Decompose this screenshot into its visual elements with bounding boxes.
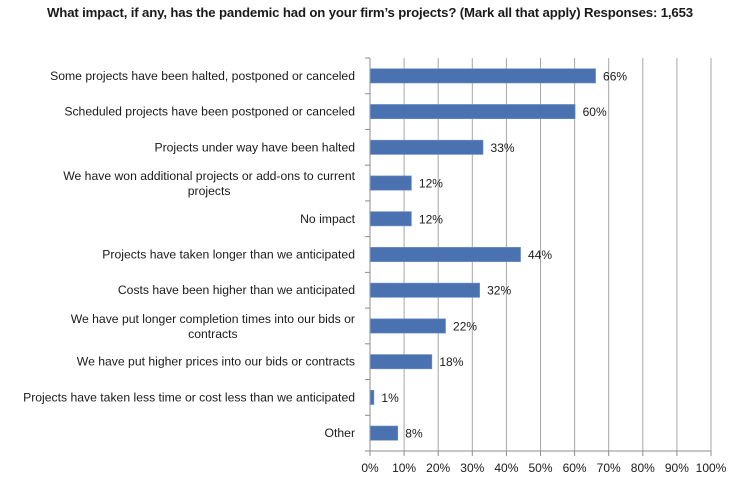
category-label: Other	[325, 426, 355, 440]
data-label: 22%	[453, 319, 477, 333]
data-label: 60%	[583, 105, 607, 119]
data-label: 12%	[419, 212, 443, 226]
bar	[370, 425, 399, 441]
data-label: 66%	[603, 69, 627, 83]
chart-title: What impact, if any, has the pandemic ha…	[47, 5, 693, 20]
bar	[370, 175, 412, 191]
bar	[370, 68, 596, 84]
category-label: We have put longer completion times into…	[71, 312, 355, 326]
bar	[370, 354, 433, 370]
x-tick-label: 40%	[494, 461, 518, 475]
x-tick-label: 0%	[361, 461, 379, 475]
bar	[370, 247, 521, 262]
category-label: contracts	[188, 327, 237, 341]
data-label: 8%	[405, 427, 423, 441]
data-label: 1%	[381, 391, 399, 405]
x-tick-label: 90%	[665, 461, 689, 475]
category-label: No impact	[300, 212, 355, 226]
x-tick-label: 30%	[460, 461, 484, 475]
bar	[370, 104, 576, 120]
data-label: 32%	[487, 284, 511, 298]
bar	[370, 211, 412, 227]
x-tick-label: 100%	[696, 461, 727, 475]
category-label: Costs have been higher than we anticipat…	[118, 283, 355, 297]
category-label: Some projects have been halted, postpone…	[50, 69, 355, 83]
data-label: 33%	[491, 141, 515, 155]
bar	[370, 282, 480, 298]
category-label: projects	[188, 184, 231, 198]
category-label: Projects under way have been halted	[154, 140, 355, 154]
x-tick-label: 60%	[563, 461, 587, 475]
data-label: 18%	[439, 355, 463, 369]
bar	[370, 389, 375, 405]
category-label: We have put higher prices into our bids …	[77, 355, 355, 369]
bar	[370, 318, 446, 334]
data-label: 44%	[528, 248, 552, 262]
category-label: Projects have taken longer than we antic…	[102, 248, 355, 262]
x-tick-label: 70%	[597, 461, 621, 475]
category-label: Projects have taken less time or cost le…	[23, 390, 355, 404]
category-label: We have won additional projects or add-o…	[63, 169, 355, 183]
category-label: Scheduled projects have been postponed o…	[64, 105, 355, 119]
data-label: 12%	[419, 177, 443, 191]
x-tick-label: 10%	[392, 461, 416, 475]
x-tick-label: 20%	[426, 461, 450, 475]
x-tick-label: 80%	[631, 461, 655, 475]
x-tick-label: 50%	[528, 461, 552, 475]
bar	[370, 139, 484, 155]
